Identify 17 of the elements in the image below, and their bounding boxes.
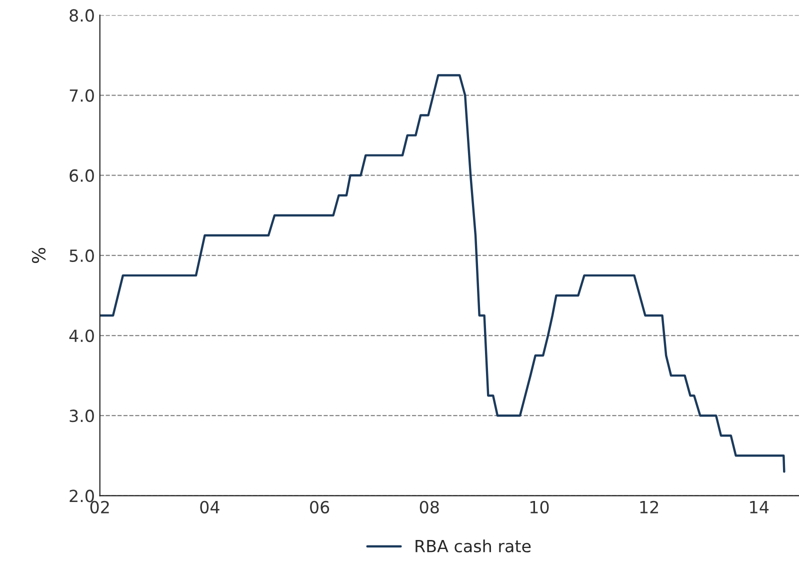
x-tick-label: 12 bbox=[640, 500, 658, 514]
x-tick-label: 04 bbox=[200, 500, 220, 514]
y-tick-label: 3.0 bbox=[70, 410, 94, 422]
y-axis-title: % bbox=[32, 248, 46, 264]
x-tick-label: 10 bbox=[530, 500, 549, 514]
y-tick-label: 8.0 bbox=[70, 9, 94, 22]
x-tick-label: 06 bbox=[310, 500, 330, 514]
x-tick-label: 02 bbox=[90, 500, 109, 514]
y-tick-label: 7.0 bbox=[70, 89, 94, 102]
x-tick-label: 14 bbox=[750, 501, 769, 514]
y-tick-label: 4.0 bbox=[69, 329, 94, 342]
x-tick-label: 08 bbox=[420, 500, 439, 514]
y-tick-label: 6.0 bbox=[70, 169, 94, 182]
y-tick-label: 5.0 bbox=[70, 249, 94, 262]
line-series bbox=[100, 74, 786, 473]
legend-label: RBA cash rate bbox=[416, 540, 531, 552]
y-tick-label: 2.0 bbox=[70, 490, 94, 502]
